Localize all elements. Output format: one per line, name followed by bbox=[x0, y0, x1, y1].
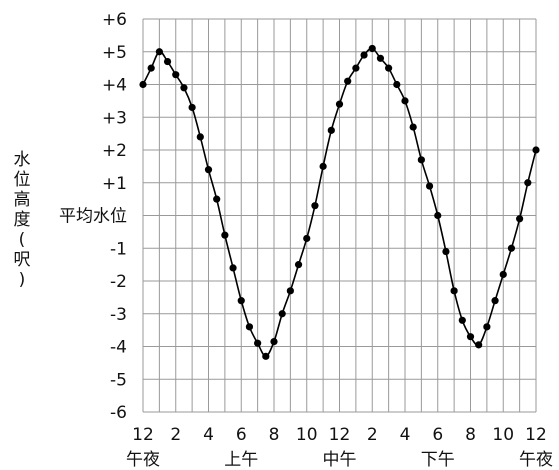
data-point bbox=[475, 341, 483, 349]
data-point bbox=[425, 182, 434, 190]
data-point bbox=[204, 166, 213, 174]
data-point bbox=[393, 80, 401, 89]
x-tick-label: 10 bbox=[492, 425, 514, 445]
data-point bbox=[344, 77, 352, 85]
data-point bbox=[483, 323, 491, 331]
data-point bbox=[294, 261, 303, 269]
y-axis-label-char: 水 bbox=[14, 150, 31, 170]
x-tick-label: 4 bbox=[400, 425, 411, 445]
data-point bbox=[213, 195, 221, 203]
x-period-label: 下午 bbox=[421, 450, 455, 470]
data-point bbox=[442, 247, 450, 256]
y-tick-label: 平均水位 bbox=[59, 207, 127, 227]
data-point bbox=[311, 202, 319, 210]
data-point bbox=[450, 287, 458, 295]
x-tick-label: 10 bbox=[296, 425, 318, 445]
x-period-label: 午夜 bbox=[126, 450, 160, 470]
x-period-labels: 午夜 上午 中午 下午 午夜 bbox=[126, 450, 553, 470]
grid bbox=[142, 18, 537, 413]
data-point bbox=[499, 270, 507, 279]
y-tick-label: -4 bbox=[110, 338, 127, 358]
y-axis-label-char: ( bbox=[19, 230, 26, 250]
data-point bbox=[458, 316, 466, 324]
data-point bbox=[434, 211, 442, 220]
data-point bbox=[335, 100, 344, 108]
data-point bbox=[188, 103, 196, 112]
x-tick-label: 8 bbox=[465, 425, 476, 445]
data-point bbox=[524, 179, 532, 187]
x-tick-label: 8 bbox=[269, 425, 280, 445]
x-tick-label: 6 bbox=[236, 425, 247, 445]
data-point bbox=[254, 339, 262, 347]
y-tick-label: -1 bbox=[110, 239, 127, 259]
data-point bbox=[352, 64, 360, 72]
data-point bbox=[409, 123, 417, 131]
x-tick-label: 12 bbox=[525, 425, 547, 445]
data-point bbox=[262, 352, 270, 360]
data-point bbox=[196, 133, 204, 141]
y-tick-label: +3 bbox=[102, 108, 127, 128]
x-tick-label: 2 bbox=[170, 425, 181, 445]
data-point bbox=[270, 337, 278, 346]
data-point bbox=[180, 84, 188, 92]
data-point bbox=[417, 156, 425, 164]
data-point bbox=[401, 97, 409, 105]
data-point bbox=[385, 64, 393, 72]
y-tick-label: +2 bbox=[102, 141, 127, 161]
data-point bbox=[278, 310, 286, 318]
data-point bbox=[221, 231, 229, 239]
data-point bbox=[303, 234, 311, 243]
data-point bbox=[172, 71, 180, 79]
data-point bbox=[327, 126, 335, 134]
y-tick-label: -2 bbox=[110, 272, 127, 292]
y-axis-label-char: 高 bbox=[14, 190, 31, 210]
y-tick-label: -3 bbox=[110, 305, 127, 325]
data-points bbox=[139, 44, 540, 360]
data-point bbox=[229, 264, 237, 272]
x-period-label: 中午 bbox=[323, 450, 357, 470]
y-tick-label: +5 bbox=[102, 43, 127, 63]
x-tick-label: 2 bbox=[367, 425, 378, 445]
x-tick-labels: 12 2 4 6 8 10 12 2 4 6 8 10 12 bbox=[132, 425, 547, 445]
data-point bbox=[360, 51, 368, 59]
data-point bbox=[155, 48, 163, 56]
data-point bbox=[376, 54, 385, 62]
y-axis-label-char: 位 bbox=[14, 170, 31, 190]
x-tick-label: 6 bbox=[432, 425, 443, 445]
data-point bbox=[245, 323, 254, 331]
x-tick-label: 12 bbox=[132, 425, 154, 445]
y-tick-label: +4 bbox=[102, 76, 127, 96]
data-point bbox=[237, 297, 245, 305]
x-tick-label: 4 bbox=[203, 425, 214, 445]
x-period-label: 上午 bbox=[224, 450, 258, 470]
y-tick-label: +6 bbox=[102, 10, 127, 30]
data-point bbox=[491, 297, 499, 305]
data-point bbox=[466, 333, 475, 341]
data-point bbox=[516, 215, 524, 223]
data-point bbox=[532, 146, 540, 154]
data-point bbox=[507, 244, 516, 252]
data-point bbox=[368, 44, 376, 53]
y-tick-label: +1 bbox=[102, 174, 127, 194]
data-point bbox=[147, 64, 155, 72]
data-point bbox=[319, 162, 327, 170]
y-axis-label-char: 呎 bbox=[14, 250, 31, 270]
x-period-label: 午夜 bbox=[519, 450, 553, 470]
y-tick-label: -5 bbox=[110, 370, 127, 390]
data-point bbox=[139, 80, 147, 89]
y-axis-label-char: 度 bbox=[14, 210, 31, 230]
y-tick-labels: +6 +5 +4 +3 +2 +1 平均水位 -1 -2 -3 -4 -5 -6 bbox=[59, 10, 127, 423]
data-point bbox=[163, 57, 172, 66]
y-axis-label-char: ) bbox=[19, 270, 26, 290]
x-tick-label: 12 bbox=[329, 425, 351, 445]
data-point bbox=[286, 287, 294, 295]
y-tick-label: -6 bbox=[110, 403, 127, 423]
